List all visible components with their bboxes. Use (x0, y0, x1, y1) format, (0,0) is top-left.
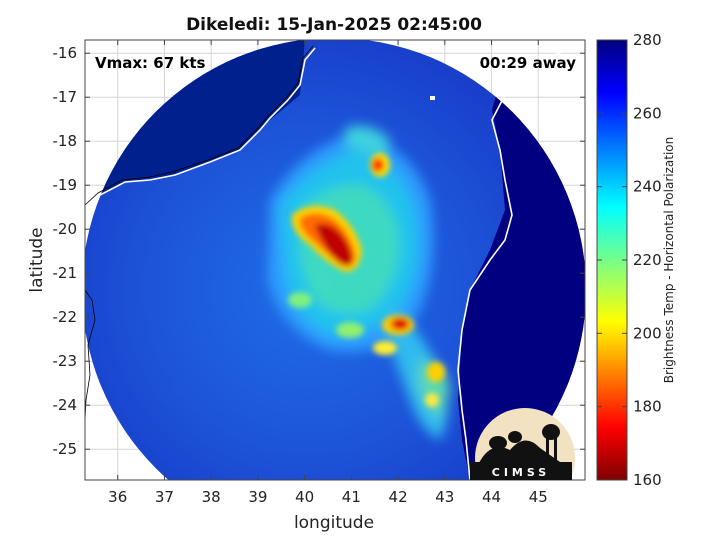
x-axis-label: longitude (294, 513, 374, 533)
coastline-west-outer (85, 45, 314, 206)
logo-text: CIMSS (492, 466, 550, 479)
colorbar-tick-label: 260 (633, 104, 662, 122)
time-away-annotation: 00:29 away (480, 54, 577, 72)
x-tick-label: 44 (482, 488, 501, 506)
colorbar-tick-label: 280 (633, 31, 662, 49)
eyewall (288, 153, 445, 407)
x-tick-label: 39 (248, 488, 267, 506)
x-tick-label: 36 (108, 488, 127, 506)
satellite-dish-icon (489, 436, 507, 450)
coastline-west (85, 47, 316, 211)
y-tick-label: -20 (53, 220, 78, 238)
colorbar-tick-label: 240 (633, 178, 662, 196)
water-tower-icon (546, 434, 549, 464)
satellite-swath (85, 40, 585, 480)
colorbar-ticks: 160 180 200 220 240 260 280 (597, 31, 662, 489)
y-tick-label: -21 (53, 264, 78, 282)
colorbar-tick-label: 200 (633, 324, 662, 342)
x-tick-label: 45 (529, 488, 548, 506)
y-tick-label: -16 (53, 44, 78, 62)
y-tick-label: -24 (53, 396, 78, 414)
x-axis: 36 37 38 39 40 41 42 43 44 45 (108, 40, 548, 506)
y-tick-label: -23 (53, 352, 78, 370)
colorbar-label: Brightness Temp - Horizontal Polarizatio… (662, 137, 676, 384)
colorbar-tick-label: 160 (633, 471, 662, 489)
x-tick-label: 38 (202, 488, 221, 506)
x-tick-label: 43 (435, 488, 454, 506)
plot-frame (84, 39, 586, 481)
y-axis: -16 -17 -18 -19 -20 -21 -22 -23 -24 -25 (53, 44, 585, 458)
y-tick-label: -18 (53, 132, 78, 150)
y-tick-label: -25 (53, 440, 78, 458)
coastline-east (457, 41, 585, 480)
vmax-annotation: Vmax: 67 kts (95, 54, 205, 72)
y-tick-label: -19 (53, 176, 78, 194)
x-tick-label: 40 (295, 488, 314, 506)
island (430, 96, 435, 100)
cimss-logo: CIMSS (470, 408, 575, 480)
colorbar-tick-label: 180 (633, 398, 662, 416)
colorbar-tick-label: 220 (633, 251, 662, 269)
x-tick-label: 37 (155, 488, 174, 506)
y-tick-label: -17 (53, 88, 78, 106)
y-tick-label: -22 (53, 308, 78, 326)
chart-title: Dikeledi: 15-Jan-2025 02:45:00 (186, 15, 482, 35)
x-tick-label: 42 (389, 488, 408, 506)
x-tick-label: 41 (342, 488, 361, 506)
y-axis-label: latitude (27, 227, 47, 292)
coastline-madagascar-tip (85, 289, 96, 421)
